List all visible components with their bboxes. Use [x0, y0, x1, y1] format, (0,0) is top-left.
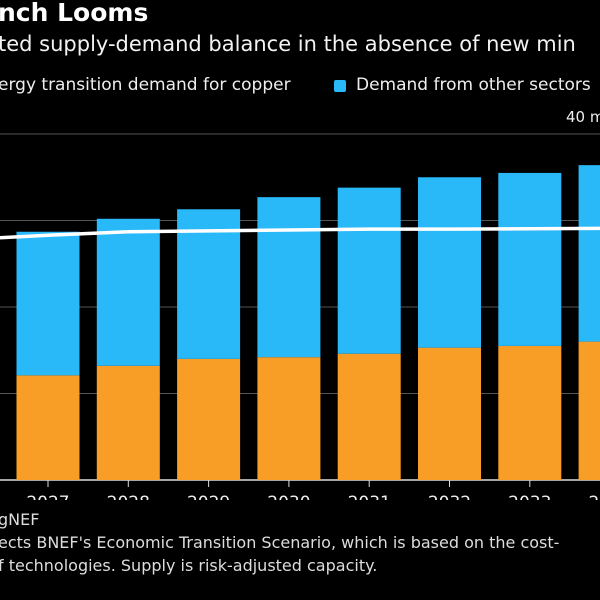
note-line-2: f technologies. Supply is risk-adjusted …: [0, 556, 378, 575]
bar-energy-transition-2033: [498, 345, 562, 480]
bar-other-sectors-2034: [578, 165, 600, 342]
source-text: gNEF: [0, 510, 40, 529]
bar-other-sectors-2033: [498, 172, 562, 346]
note-line-1: ects BNEF's Economic Transition Scenario…: [0, 533, 560, 552]
bar-other-sectors-2032: [418, 177, 481, 348]
bar-other-sectors-2030: [257, 197, 321, 358]
x-tick-label-2030: 2030: [267, 493, 310, 500]
supply-line: [0, 226, 600, 240]
y-axis-label: 40 m: [566, 108, 600, 126]
bar-energy-transition-2029: [177, 358, 241, 480]
bar-energy-transition-2034: [578, 341, 600, 480]
bar-energy-transition-2028: [96, 365, 160, 480]
bar-energy-transition-2027: [16, 375, 80, 480]
x-tick-label-2034: 2034: [588, 493, 600, 500]
x-tick-label-2031: 2031: [348, 493, 391, 500]
legend-swatch-other-sectors: [334, 80, 346, 92]
stacked-bar-chart: 2027 2028 2029 2030 2031 2032 2033 2034: [0, 133, 600, 500]
x-tick-label-2032: 2032: [428, 493, 471, 500]
bar-energy-transition-2031: [337, 353, 401, 480]
bar-energy-transition-2030: [257, 357, 321, 480]
x-tick-label-2027: 2027: [26, 493, 69, 500]
legend-energy-transition: ergy transition demand for copper: [0, 75, 291, 95]
bar-other-sectors-2028: [96, 218, 160, 366]
x-tick-label-2028: 2028: [107, 493, 150, 500]
legend-other-sectors: Demand from other sectors: [356, 75, 591, 95]
bar-other-sectors-2029: [177, 209, 241, 359]
bar-energy-transition-2032: [418, 347, 481, 480]
bar-other-sectors-2031: [337, 187, 401, 354]
bar-other-sectors-2027: [16, 231, 80, 376]
x-tick-label-2029: 2029: [187, 493, 230, 500]
x-tick-label-2033: 2033: [508, 493, 551, 500]
chart-title: nch Looms: [0, 0, 149, 27]
chart-subtitle: ted supply-demand balance in the absence…: [0, 32, 576, 56]
